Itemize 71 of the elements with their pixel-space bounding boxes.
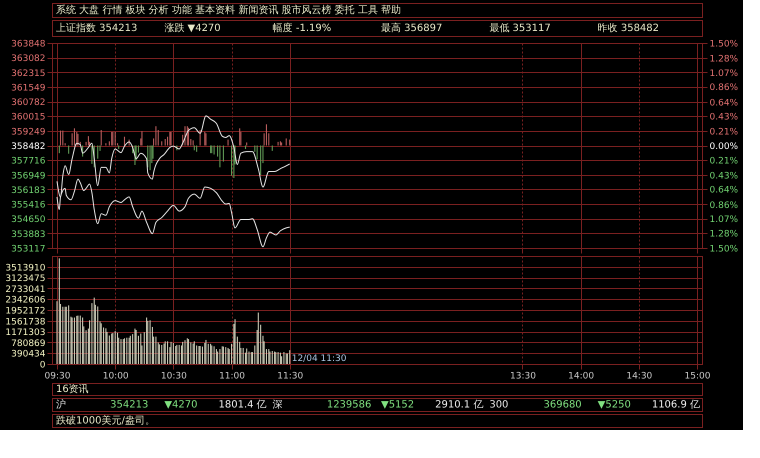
x-tick-label: 11:00	[219, 372, 246, 382]
text: 369680	[544, 400, 582, 410]
y-tick-label: 2733041	[5, 284, 46, 295]
y-tick-label: 357716	[11, 156, 46, 167]
y-tick-label: 358482	[11, 142, 46, 152]
x-tick-label: 15:00	[684, 372, 711, 382]
y2-tick-label: 1.28%	[710, 229, 739, 240]
text: 沪	[56, 398, 66, 410]
y-tick-label: 363848	[11, 40, 46, 50]
text: ▼4270	[164, 400, 198, 410]
y2-tick-label: 1.07%	[710, 215, 739, 226]
y-tick-label: 356949	[11, 171, 46, 182]
x-tick-label: 13:30	[510, 372, 536, 382]
text: ▼5250	[598, 400, 631, 410]
text: 1239586	[326, 400, 372, 410]
text: 幅度 -1.19%	[272, 22, 332, 34]
text: 深	[272, 398, 283, 410]
y-tick-label: 390434	[11, 350, 46, 360]
y-tick-label: 0	[40, 360, 46, 370]
text: 16资讯	[56, 383, 89, 395]
y2-tick-label: 0.43%	[710, 171, 739, 182]
y-tick-label: 1952172	[5, 306, 46, 316]
x-tick-label: 09:30	[44, 372, 71, 382]
text: ▼5152	[381, 400, 414, 410]
y-tick-label: 353883	[11, 230, 46, 240]
text: 昨收 358482	[598, 22, 660, 34]
y-tick-label: 2342606	[5, 296, 46, 306]
text: 300	[489, 400, 508, 410]
text: 354213	[110, 400, 148, 410]
y2-tick-label: 0.64%	[710, 98, 739, 108]
x-tick-label: 10:30	[160, 372, 188, 382]
y2-tick-label: 0.21%	[710, 156, 739, 166]
x-tick-label: 10:00	[102, 372, 129, 382]
y2-tick-label: 1.28%	[710, 54, 739, 65]
y-tick-label: 1561738	[5, 317, 46, 328]
y-tick-label: 360015	[11, 112, 46, 123]
text: 最低 353117	[489, 23, 551, 34]
y-tick-label: 362315	[11, 68, 46, 79]
y-tick-label: 361549	[11, 83, 46, 94]
y2-tick-label: 0.43%	[710, 112, 739, 123]
y-tick-label: 360782	[11, 98, 46, 108]
y2-tick-label: 0.64%	[710, 186, 739, 196]
text: 2910.1 亿	[435, 400, 484, 410]
y-tick-label: 355416	[11, 200, 46, 211]
y-tick-label: 359249	[11, 127, 46, 138]
y2-tick-label: 0.86%	[710, 83, 739, 94]
y2-tick-label: 0.00%	[710, 142, 739, 152]
y-tick-label: 3513910	[5, 263, 46, 274]
y2-tick-label: 1.07%	[710, 68, 739, 79]
text: 涨跌 ▼4270	[164, 22, 221, 34]
x-tick-label: 14:30	[626, 372, 653, 382]
text: 系统 大盘 行情 板块 分析 功能 基本资料 新闻资讯 股市风云榜 委托 工具 帮助	[56, 4, 401, 16]
annotation: 12/04 11:30	[292, 354, 347, 364]
y2-tick-label: 1.50%	[710, 244, 739, 254]
y-tick-label: 363082	[11, 54, 46, 64]
text: 跌破1000美元/盎司。	[56, 414, 155, 426]
text: 上证指数 354213	[56, 22, 138, 34]
text: 最高 356897	[381, 22, 442, 34]
y-tick-label: 1171303	[5, 328, 46, 338]
y-tick-label: 353117	[11, 244, 46, 254]
x-tick-label: 14:00	[568, 372, 594, 382]
text: 1801.4 亿	[218, 400, 267, 410]
x-tick-label: 11:30	[277, 372, 304, 382]
y-tick-label: 354650	[11, 215, 46, 226]
text: 1106.9 亿	[652, 400, 700, 410]
y2-tick-label: 0.86%	[710, 200, 739, 211]
y-tick-label: 780869	[11, 338, 46, 349]
y2-tick-label: 1.50%	[710, 40, 739, 50]
y-tick-label: 356183	[11, 186, 46, 196]
y-tick-label: 3123475	[5, 274, 46, 284]
y2-tick-label: 0.21%	[710, 128, 739, 138]
